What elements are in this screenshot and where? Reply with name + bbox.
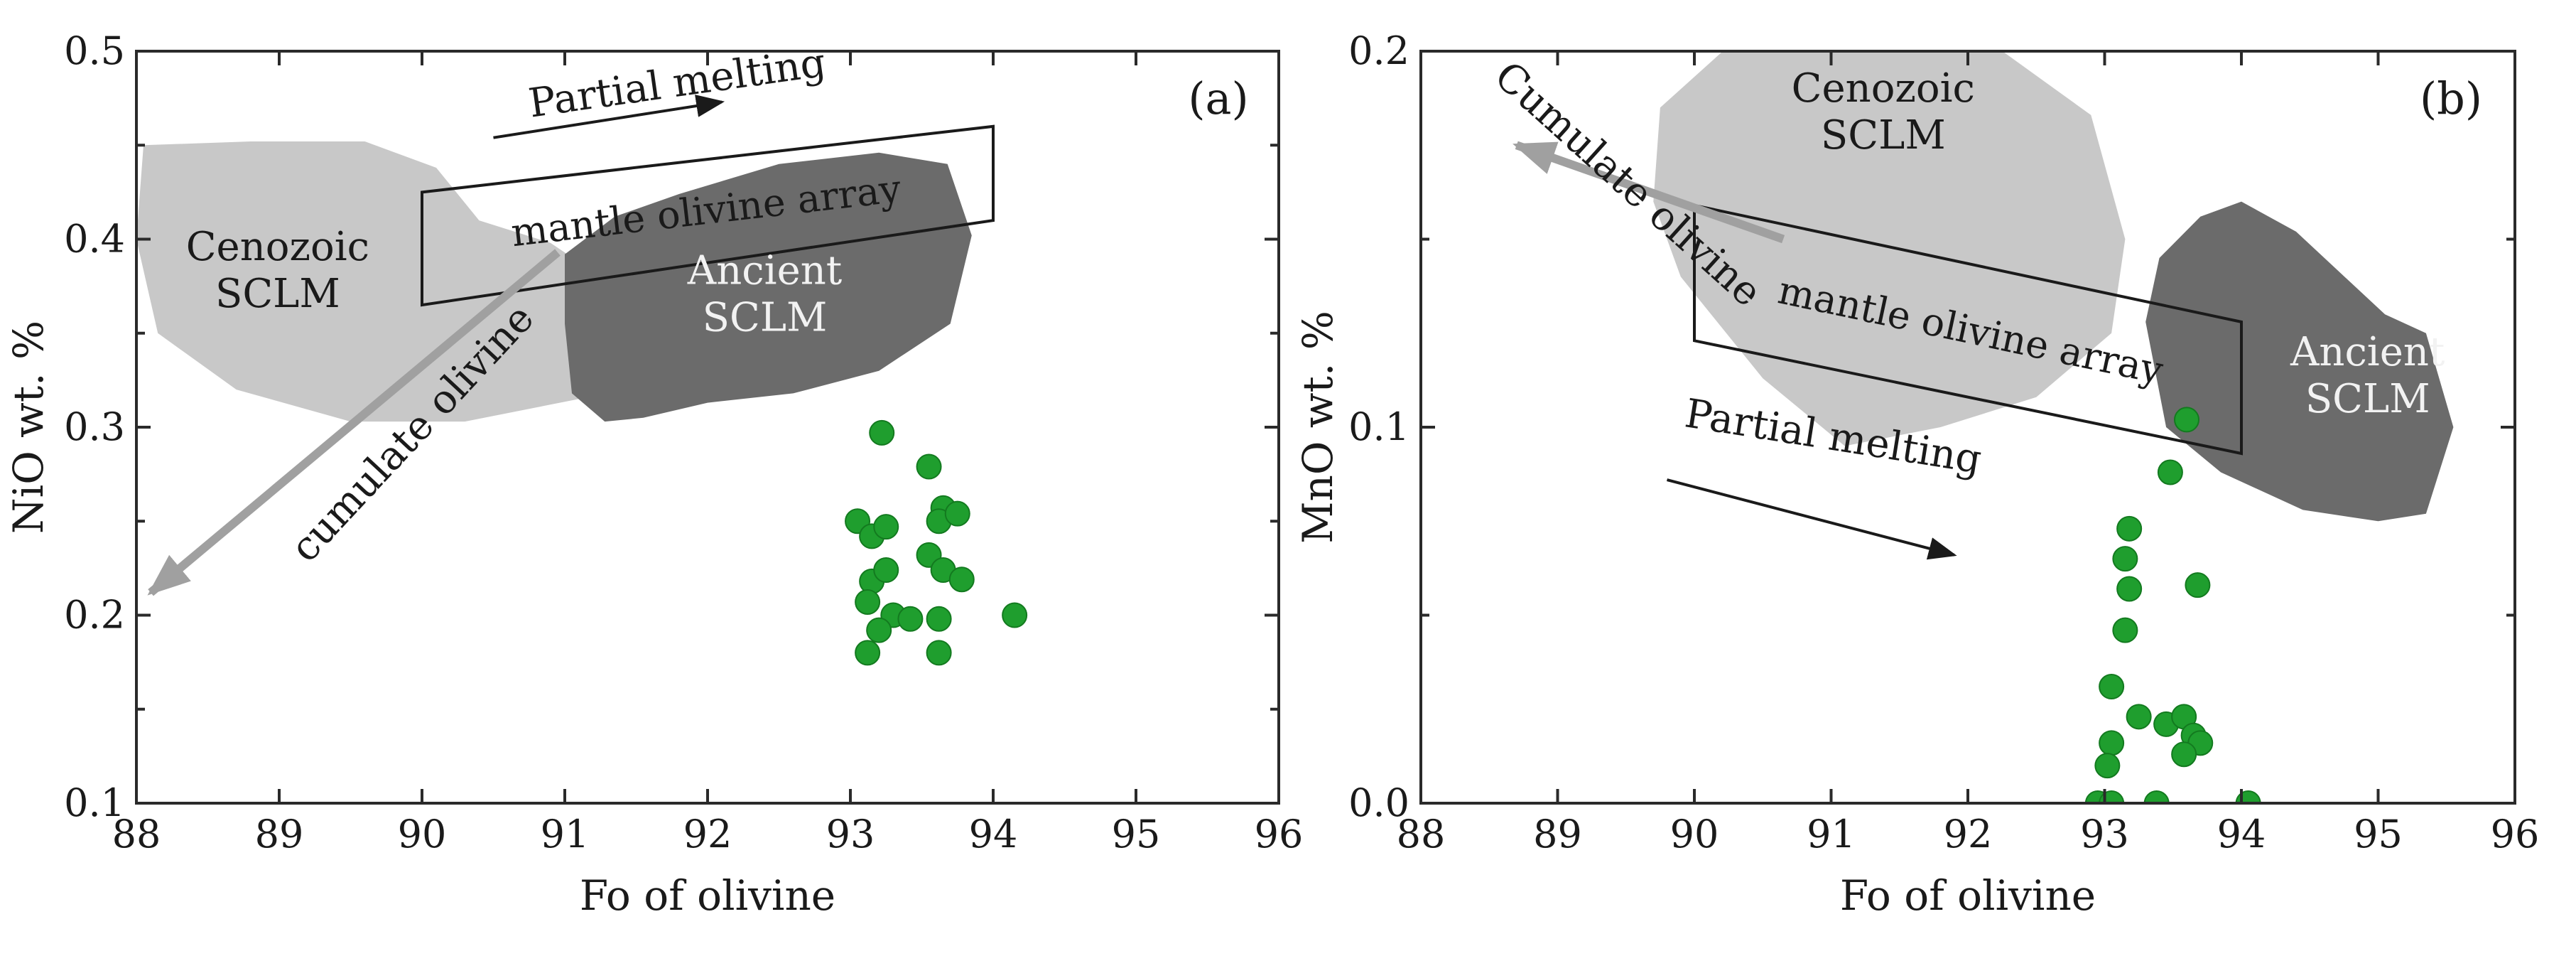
y-axis-title: NiO wt. % [4,321,53,534]
plot-area [136,95,1028,666]
cenozoic-label-line: SCLM [1821,112,1946,159]
data-point [873,514,899,540]
x-tick-label: 96 [1255,812,1304,856]
cumulate-olivine-arrow [147,249,561,596]
data-point [2174,407,2199,433]
y-axis-title: MnO wt. % [1294,311,1342,544]
data-point [2116,576,2143,602]
data-point [2171,741,2197,768]
x-tick-label: 88 [112,812,161,856]
data-point [897,606,924,632]
partial-melting-label: Partial melting [526,40,828,127]
x-axis-title: Fo of olivine [1840,871,2096,920]
x-axis-title: Fo of olivine [580,871,835,920]
panel-label: (b) [2420,72,2482,124]
cenozoic-sclm-field [136,141,622,422]
x-tick-label: 91 [1807,812,1856,856]
data-point [948,566,975,593]
data-point [2099,730,2125,756]
data-point [866,617,892,643]
x-tick-label: 95 [2354,812,2403,856]
data-point [873,557,899,584]
data-point [2112,617,2138,643]
data-point [2094,753,2121,779]
x-tick-label: 91 [541,812,590,856]
x-tick-label: 88 [1397,812,1446,856]
data-point [944,500,970,527]
data-point [2116,515,2143,542]
data-point [2143,790,2170,803]
y-tick-label: 0.2 [1348,28,1409,73]
data-point [2185,572,2211,598]
data-point [869,419,895,446]
ancient-label-line: Ancient [2290,329,2445,375]
data-point [1002,602,1028,628]
x-tick-label: 93 [826,812,875,856]
y-tick-label: 0.4 [64,217,125,262]
x-tick-label: 95 [1112,812,1161,856]
cumulate-olivine-arrow [1512,141,1785,244]
y-tick-label: 0.5 [64,28,125,73]
partial-melting-arrow [493,95,725,139]
plot-area [1512,51,2454,803]
x-tick-label: 92 [1944,812,1993,856]
y-tick-label: 0.1 [1348,404,1409,449]
ancient-label-line: SCLM [703,294,828,340]
x-tick-label: 96 [2491,812,2540,856]
data-point [2099,674,2125,700]
cenozoic-label-line: SCLM [215,271,340,317]
data-point [2126,704,2152,730]
data-point [916,453,942,480]
x-tick-label: 89 [1533,812,1582,856]
data-point [2112,546,2138,572]
x-tick-label: 94 [969,812,1018,856]
y-tick-label: 0.2 [64,593,125,638]
x-tick-label: 93 [2080,812,2129,856]
x-tick-label: 90 [1670,812,1719,856]
data-point [926,606,952,632]
x-tick-label: 92 [683,812,732,856]
x-tick-label: 94 [2217,812,2266,856]
x-tick-label: 89 [255,812,304,856]
y-tick-label: 0.1 [64,780,125,825]
ancient-sclm-field [2145,201,2454,522]
cenozoic-label-line: Cenozoic [1792,65,1975,112]
cenozoic-label-line: Cenozoic [186,224,369,270]
mantle-olivine-array-box [1693,203,2243,456]
y-tick-label: 0.0 [1348,780,1409,825]
ancient-label-line: SCLM [2305,376,2430,422]
partial-melting-arrow [1666,478,1957,560]
data-point [926,640,952,666]
data-point [2157,459,2183,485]
mantle-olivine-array-box [421,124,995,307]
cenozoic-sclm-field [1653,51,2126,446]
x-tick-label: 90 [398,812,447,856]
data-point [855,640,881,666]
ancient-sclm-field [565,152,972,422]
ancient-label-line: Ancient [687,247,843,294]
data-point [855,589,881,615]
panel-label: (a) [1188,72,1248,124]
y-tick-label: 0.3 [64,404,125,449]
